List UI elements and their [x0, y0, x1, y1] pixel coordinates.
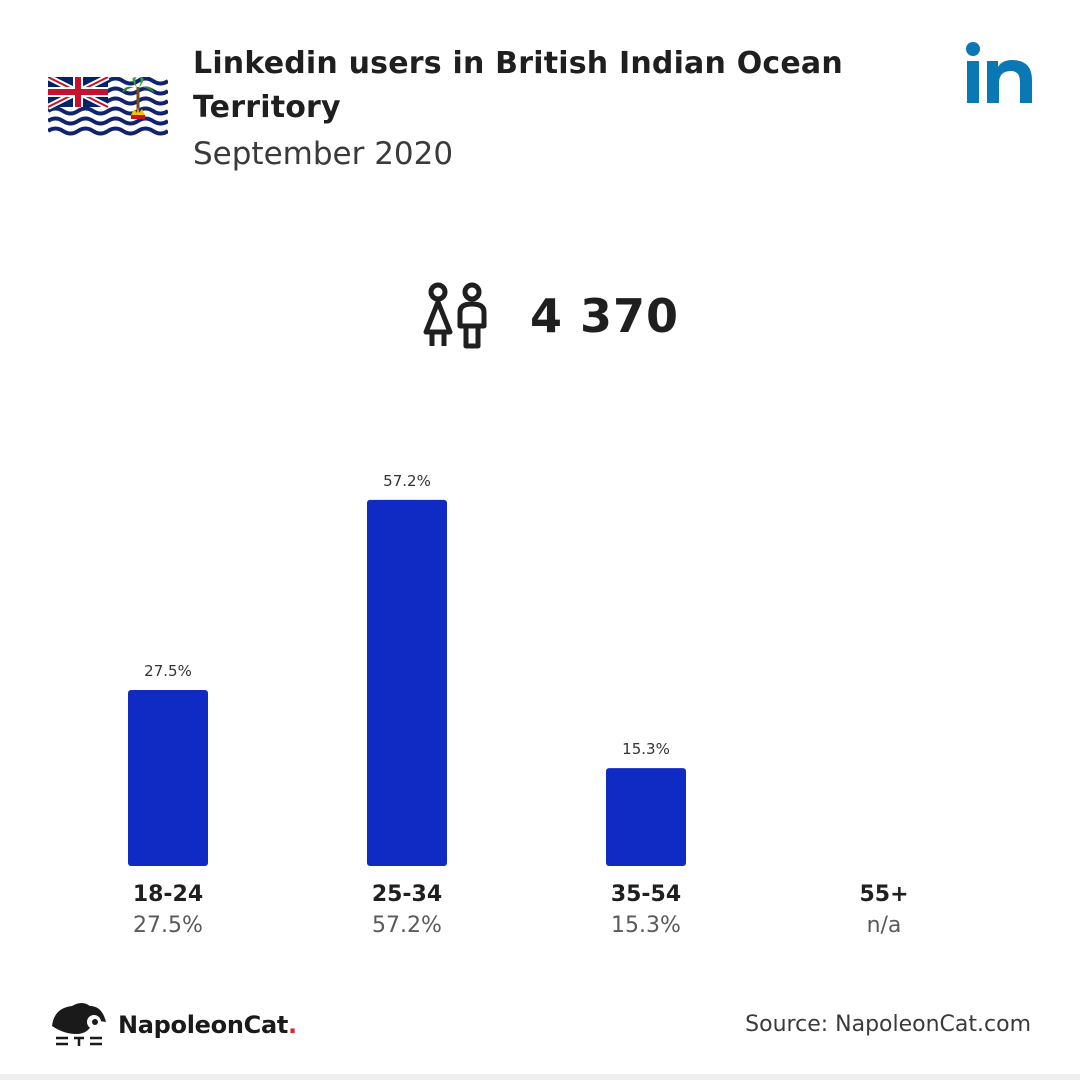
bottom-strip: [0, 1074, 1080, 1080]
brand-dot: .: [288, 1011, 297, 1039]
age-bar-chart: 27.5% 57.2% 15.3%: [128, 472, 686, 866]
bar-value-label: 27.5%: [144, 662, 192, 680]
bar-25-34: [367, 499, 447, 866]
category-value: 15.3%: [611, 913, 681, 938]
category-value: 57.2%: [372, 913, 442, 938]
page-title: Linkedin users in British Indian Ocean T…: [193, 46, 843, 125]
bar-value-label: 57.2%: [383, 472, 431, 490]
category-label: 25-34: [371, 882, 443, 907]
source-credit: Source: NapoleonCat.com: [745, 1012, 1031, 1037]
category-18-24: 18-24 27.5%: [88, 882, 248, 938]
header: Linkedin users in British Indian Ocean T…: [193, 42, 913, 172]
brand-text: NapoleonCat: [118, 1011, 289, 1039]
bar-value-label: 15.3%: [622, 740, 670, 758]
people-icon: [423, 282, 487, 349]
category-35-54: 35-54 15.3%: [566, 882, 726, 938]
napoleoncat-brand: NapoleonCat.: [48, 1000, 297, 1050]
british-indian-ocean-territory-flag-icon: [48, 77, 168, 137]
napoleoncat-logo-icon: [52, 1003, 106, 1046]
category-label: 55+: [859, 882, 909, 907]
category-55-plus: 55+ n/a: [804, 882, 964, 938]
bar-18-24: [128, 690, 208, 866]
brand-name: NapoleonCat.: [118, 1011, 297, 1039]
category-25-34: 25-34 57.2%: [327, 882, 487, 938]
category-label: 18-24: [132, 882, 204, 907]
linkedin-logo-icon: [966, 42, 1032, 103]
category-label: 35-54: [610, 882, 682, 907]
page-subtitle: September 2020: [193, 136, 454, 172]
bar-35-54: [606, 768, 686, 866]
total-users-value: 4 370: [530, 289, 680, 343]
category-value: n/a: [866, 913, 902, 938]
total-users: 4 370: [420, 282, 679, 350]
category-value: 27.5%: [133, 913, 203, 938]
